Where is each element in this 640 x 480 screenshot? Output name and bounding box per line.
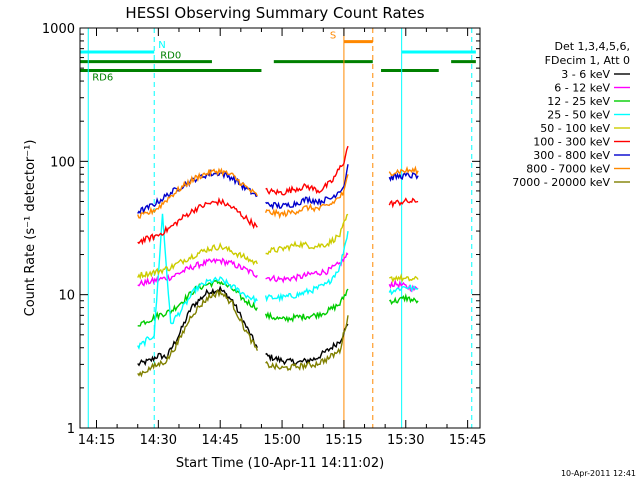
legend: Det 1,3,4,5,6, FDecim 1, Att 0 3 - 6 keV… <box>512 40 630 189</box>
series-line <box>389 293 419 306</box>
legend-entry-label: 100 - 300 keV <box>533 136 610 149</box>
series-line <box>388 172 419 183</box>
series-line <box>264 230 349 303</box>
series-line <box>388 278 419 293</box>
y-tick-label: 100 <box>50 155 75 170</box>
y-axis-label: Count Rate (s⁻¹ detector⁻¹) <box>23 140 38 317</box>
series-line <box>388 165 419 177</box>
legend-header-line-2: FDecim 1, Att 0 <box>545 54 630 67</box>
x-tick-label: 14:15 <box>78 433 115 448</box>
series-line <box>137 289 258 378</box>
series-line <box>388 197 419 209</box>
series-line <box>137 285 258 367</box>
y-tick-label: 10 <box>58 289 75 304</box>
x-tick-label: 15:00 <box>263 433 300 448</box>
x-tick-label: 14:45 <box>201 433 238 448</box>
series-line <box>137 242 258 280</box>
legend-entry-label: 6 - 12 keV <box>554 82 610 95</box>
series-line <box>137 213 258 350</box>
series-line <box>265 252 349 284</box>
legend-entry-label: 300 - 800 keV <box>533 149 610 162</box>
legend-header-line-1: Det 1,3,4,5,6, <box>554 40 630 53</box>
legend-entry-label: 25 - 50 keV <box>547 109 610 122</box>
y-tick-label: 1000 <box>42 22 75 37</box>
timestamp: 10-Apr-2011 12:41 <box>561 469 636 478</box>
x-tick-label: 14:30 <box>140 433 177 448</box>
x-axis-ticks: 14:15 14:30 14:45 15:00 15:15 15:30 15:45 <box>78 28 486 448</box>
chart-title: HESSI Observing Summary Count Rates <box>125 4 424 22</box>
status-bar-label: N <box>158 40 165 51</box>
series-line <box>264 174 349 220</box>
series-line <box>265 213 349 256</box>
status-bar-label: RD6 <box>92 73 113 84</box>
legend-entry-label: 7000 - 20000 keV <box>512 176 610 189</box>
series-line <box>389 272 419 284</box>
x-tick-label: 15:15 <box>325 433 362 448</box>
series-line <box>388 284 419 296</box>
x-tick-label: 15:30 <box>387 433 424 448</box>
plot-frame <box>79 27 481 429</box>
legend-entry-label: 800 - 7000 keV <box>526 163 610 176</box>
legend-entry-label: 50 - 100 keV <box>540 122 610 135</box>
series-line <box>265 164 349 210</box>
series-line <box>265 323 349 367</box>
series-lines <box>137 145 419 378</box>
x-tick-label: 15:45 <box>449 433 486 448</box>
series-line <box>137 167 258 219</box>
x-axis-label: Start Time (10-Apr-11 14:11:02) <box>176 456 384 471</box>
legend-entry-label: 3 - 6 keV <box>561 68 610 81</box>
y-axis-ticks: 1 10 100 1000 <box>42 22 480 437</box>
status-bar-label: RD0 <box>160 51 181 62</box>
series-line <box>137 196 258 246</box>
series-line <box>265 315 349 372</box>
series-line <box>264 288 349 324</box>
legend-entry-label: 12 - 25 keV <box>547 95 610 108</box>
series-line <box>265 145 349 196</box>
y-tick-label: 1 <box>67 422 75 437</box>
status-bar-label: S <box>330 31 336 42</box>
vertical-markers <box>87 28 473 428</box>
